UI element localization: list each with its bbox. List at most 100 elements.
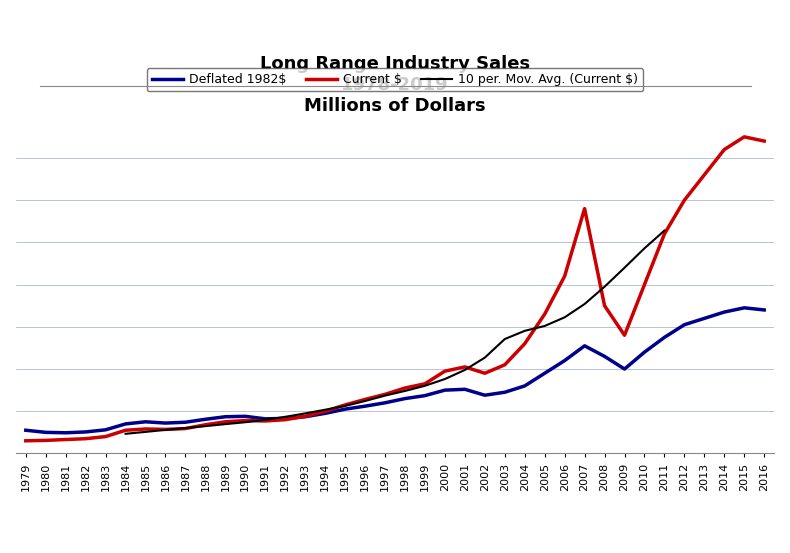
Current $: [220, 419, 230, 425]
Deflated 1982$: [141, 419, 150, 425]
Current $: [41, 437, 51, 444]
10 per. Mov. Avg. (Current $): [201, 423, 210, 430]
Deflated 1982$: [280, 415, 290, 422]
Deflated 1982$: [360, 403, 370, 410]
10 per. Mov. Avg. (Current $): [340, 403, 350, 409]
Deflated 1982$: [640, 349, 649, 356]
Current $: [401, 385, 410, 392]
Current $: [321, 408, 330, 415]
Current $: [500, 362, 510, 368]
10 per. Mov. Avg. (Current $): [141, 429, 150, 435]
10 per. Mov. Avg. (Current $): [660, 227, 669, 234]
Deflated 1982$: [380, 399, 389, 406]
10 per. Mov. Avg. (Current $): [640, 245, 649, 252]
10 per. Mov. Avg. (Current $): [460, 367, 469, 373]
Current $: [660, 231, 669, 237]
10 per. Mov. Avg. (Current $): [580, 301, 589, 307]
Current $: [440, 368, 450, 374]
10 per. Mov. Avg. (Current $): [401, 388, 410, 394]
Current $: [580, 205, 589, 212]
Deflated 1982$: [759, 306, 769, 313]
Current $: [340, 401, 350, 408]
Current $: [360, 396, 370, 403]
Current $: [81, 435, 90, 442]
10 per. Mov. Avg. (Current $): [261, 416, 270, 423]
Current $: [101, 433, 111, 440]
Current $: [61, 436, 70, 443]
Current $: [620, 332, 630, 338]
10 per. Mov. Avg. (Current $): [520, 327, 529, 334]
10 per. Mov. Avg. (Current $): [440, 375, 450, 382]
10 per. Mov. Avg. (Current $): [121, 430, 130, 437]
Deflated 1982$: [41, 429, 51, 436]
Current $: [160, 426, 170, 432]
Deflated 1982$: [81, 429, 90, 435]
10 per. Mov. Avg. (Current $): [500, 336, 510, 342]
Deflated 1982$: [220, 414, 230, 420]
10 per. Mov. Avg. (Current $): [360, 398, 370, 404]
Current $: [141, 426, 150, 432]
Current $: [640, 281, 649, 288]
Deflated 1982$: [700, 315, 709, 322]
Current $: [480, 370, 490, 377]
Current $: [261, 418, 270, 424]
10 per. Mov. Avg. (Current $): [160, 426, 170, 433]
Deflated 1982$: [480, 392, 490, 399]
10 per. Mov. Avg. (Current $): [321, 406, 330, 413]
Deflated 1982$: [420, 392, 430, 399]
10 per. Mov. Avg. (Current $): [480, 354, 490, 361]
Current $: [300, 413, 310, 420]
Deflated 1982$: [600, 353, 609, 359]
Current $: [560, 273, 570, 279]
Current $: [460, 364, 469, 371]
10 per. Mov. Avg. (Current $): [620, 264, 630, 271]
Deflated 1982$: [580, 342, 589, 349]
Deflated 1982$: [440, 387, 450, 393]
10 per. Mov. Avg. (Current $): [560, 314, 570, 321]
Deflated 1982$: [21, 427, 31, 434]
Deflated 1982$: [340, 406, 350, 413]
Deflated 1982$: [520, 383, 529, 389]
Deflated 1982$: [121, 421, 130, 427]
Deflated 1982$: [660, 334, 669, 341]
Current $: [420, 380, 430, 387]
Deflated 1982$: [300, 414, 310, 420]
Line: Deflated 1982$: Deflated 1982$: [26, 308, 764, 433]
Line: 10 per. Mov. Avg. (Current $): 10 per. Mov. Avg. (Current $): [126, 231, 664, 434]
Current $: [720, 146, 729, 153]
Deflated 1982$: [500, 389, 510, 395]
Current $: [241, 417, 250, 424]
10 per. Mov. Avg. (Current $): [600, 283, 609, 290]
Deflated 1982$: [620, 366, 630, 372]
Deflated 1982$: [739, 305, 749, 311]
Deflated 1982$: [460, 386, 469, 393]
Current $: [679, 197, 689, 204]
Current $: [280, 416, 290, 423]
Current $: [759, 138, 769, 144]
Current $: [121, 427, 130, 434]
Deflated 1982$: [321, 410, 330, 416]
Current $: [21, 437, 31, 444]
Deflated 1982$: [101, 426, 111, 433]
10 per. Mov. Avg. (Current $): [181, 425, 190, 431]
Legend: Deflated 1982$, Current $, 10 per. Mov. Avg. (Current $): Deflated 1982$, Current $, 10 per. Mov. …: [147, 68, 643, 91]
Deflated 1982$: [160, 420, 170, 426]
Deflated 1982$: [560, 357, 570, 364]
Deflated 1982$: [241, 413, 250, 420]
Current $: [520, 341, 529, 347]
Current $: [181, 425, 190, 432]
Current $: [600, 302, 609, 309]
Current $: [201, 421, 210, 428]
Deflated 1982$: [261, 415, 270, 422]
10 per. Mov. Avg. (Current $): [540, 322, 549, 329]
Deflated 1982$: [61, 430, 70, 436]
Current $: [700, 171, 709, 178]
Current $: [380, 391, 389, 398]
Current $: [739, 133, 749, 140]
Deflated 1982$: [540, 370, 549, 377]
10 per. Mov. Avg. (Current $): [280, 414, 290, 420]
Deflated 1982$: [181, 419, 190, 426]
Deflated 1982$: [679, 321, 689, 328]
Current $: [540, 311, 549, 317]
10 per. Mov. Avg. (Current $): [420, 383, 430, 389]
